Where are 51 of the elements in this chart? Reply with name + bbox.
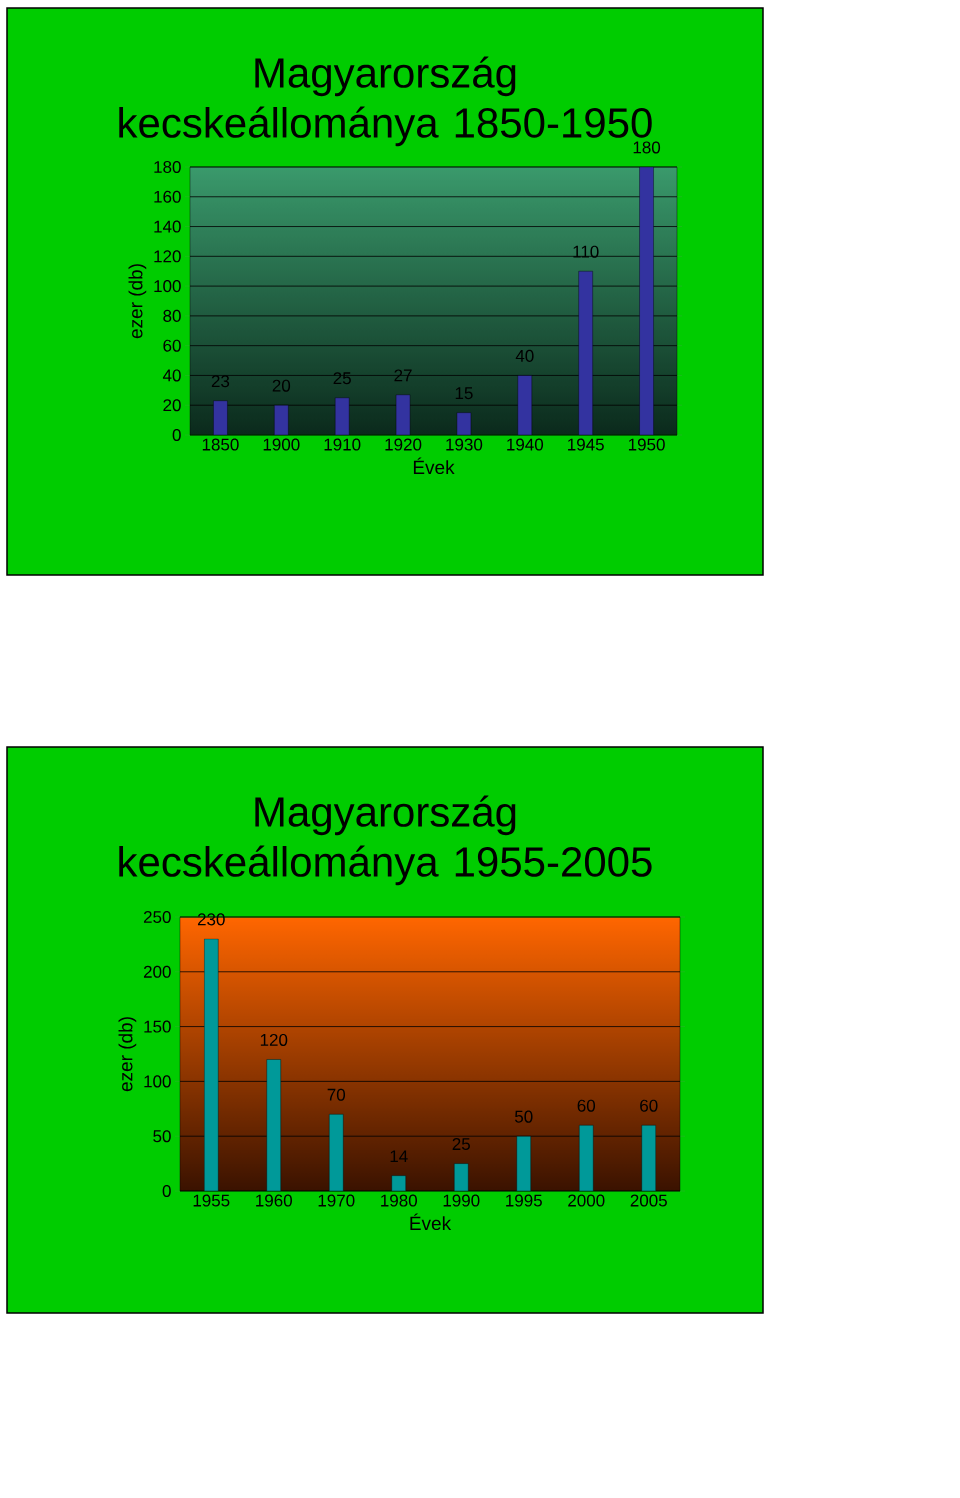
y-tick-label: 20 (163, 399, 181, 412)
y-tick-label: 100 (154, 280, 181, 293)
y-tick-label: 250 (143, 910, 171, 924)
x-tick-label: 1850 (202, 438, 239, 451)
x-axis-title: Évek (413, 457, 455, 475)
x-tick-label: 1970 (318, 1194, 355, 1207)
data-label: 25 (333, 372, 351, 385)
y-tick-label: 160 (154, 190, 181, 203)
data-label: 20 (272, 379, 291, 392)
x-tick-label: 1940 (507, 438, 544, 451)
x-tick-label: 1995 (506, 1194, 542, 1207)
x-tick-label: 1945 (568, 438, 604, 451)
x-tick-label: 1960 (256, 1194, 292, 1207)
y-axis-title: ezer (db) (128, 264, 147, 339)
y-tick-label: 40 (162, 369, 181, 382)
data-label: 40 (515, 349, 534, 362)
x-tick-label: 1950 (628, 438, 665, 451)
y-tick-label: 100 (144, 1075, 171, 1088)
y-tick-label: 200 (143, 965, 171, 978)
y-tick-label: 150 (144, 1020, 171, 1033)
y-tick-label: 120 (154, 250, 181, 263)
x-axis-title: Évek (410, 1213, 452, 1231)
data-label: 14 (390, 1150, 408, 1163)
x-tick-label: 1990 (443, 1194, 480, 1207)
data-label: 70 (327, 1088, 346, 1101)
x-tick-label: 2000 (568, 1194, 605, 1207)
chart-title: Magyarország kecskeállománya 1955-2005 (119, 795, 652, 886)
data-label: 110 (573, 245, 599, 258)
data-label: 23 (211, 375, 230, 388)
data-label: 27 (394, 369, 412, 382)
data-label: 120 (260, 1033, 288, 1046)
y-axis-title: ezer (db) (118, 1017, 137, 1092)
x-tick-label: 1920 (385, 438, 422, 451)
y-tick-label: 0 (172, 428, 181, 442)
data-label: 60 (577, 1099, 596, 1112)
y-tick-label: 0 (162, 1184, 171, 1198)
y-tick-label: 180 (154, 160, 181, 174)
y-tick-label: 60 (163, 339, 181, 352)
x-tick-label: 2005 (630, 1194, 667, 1207)
data-label: 50 (514, 1110, 533, 1123)
y-tick-label: 50 (153, 1130, 171, 1143)
data-label: 15 (455, 387, 473, 400)
x-tick-label: 1930 (446, 438, 483, 451)
x-tick-label: 1900 (263, 438, 300, 451)
x-tick-label: 1980 (381, 1194, 417, 1207)
x-tick-label: 1910 (324, 438, 361, 451)
data-label: 60 (640, 1099, 658, 1112)
x-tick-label: 1955 (193, 1194, 230, 1207)
data-label: 25 (452, 1138, 470, 1151)
y-tick-label: 140 (154, 220, 181, 233)
y-tick-label: 80 (163, 309, 181, 322)
